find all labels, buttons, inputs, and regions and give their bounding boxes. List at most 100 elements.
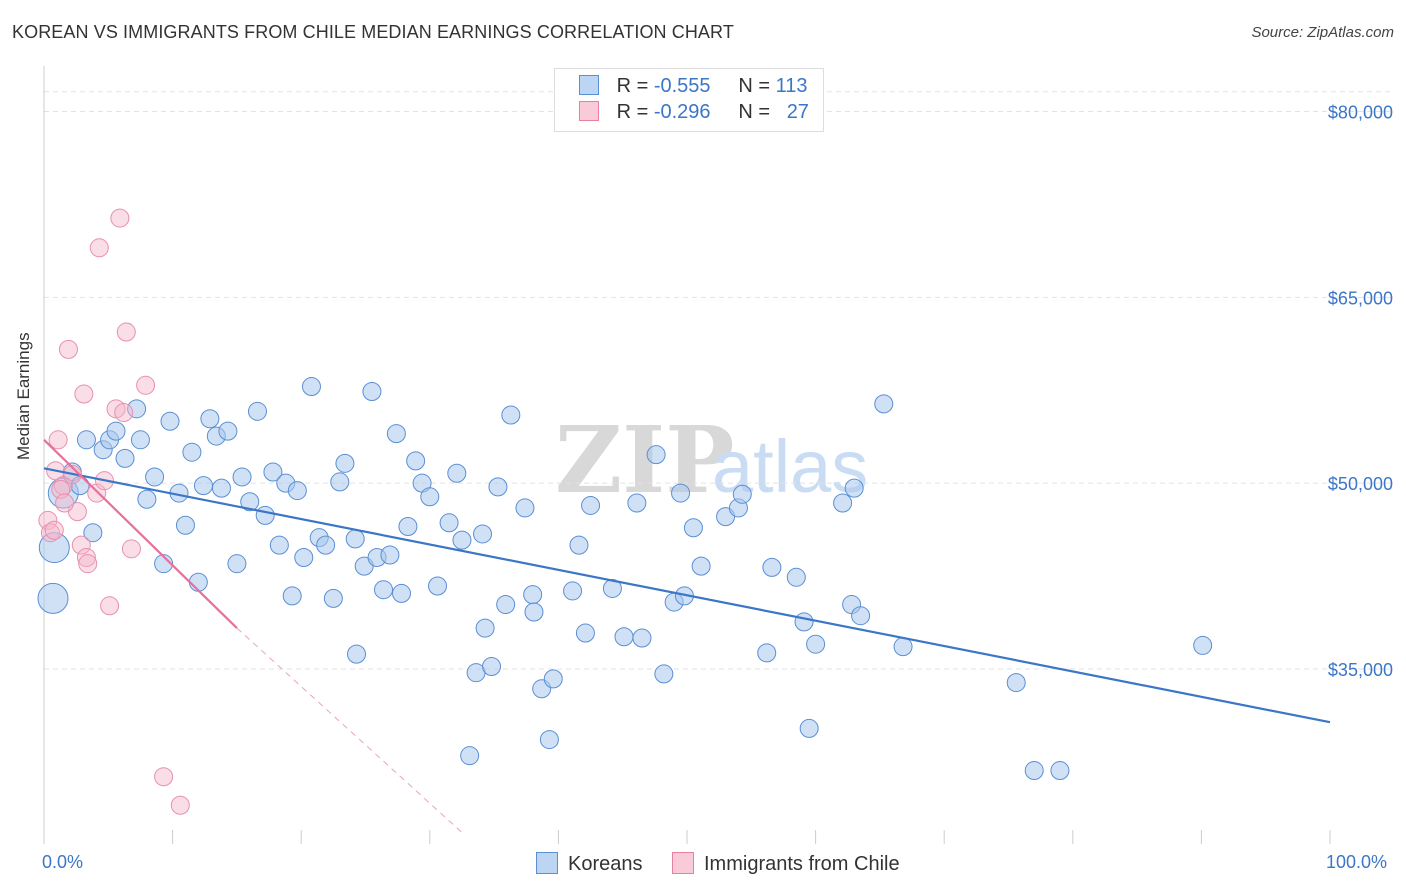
korean-point bbox=[232, 467, 252, 487]
korean-point bbox=[851, 606, 871, 626]
korean-point bbox=[323, 588, 343, 608]
chile-point bbox=[136, 375, 156, 395]
chile-point bbox=[44, 520, 64, 540]
korean-point bbox=[543, 669, 563, 689]
korean-point bbox=[794, 612, 814, 632]
bottom-legend-label-chile: Immigrants from Chile bbox=[704, 853, 900, 875]
legend-row-chile: R = -0.296 N = 27 bbox=[579, 101, 809, 127]
korean-point bbox=[439, 513, 459, 533]
korean-point bbox=[428, 576, 448, 596]
korean-point bbox=[581, 495, 601, 515]
korean-point bbox=[488, 477, 508, 497]
korean-point bbox=[496, 595, 516, 615]
chile-point bbox=[121, 539, 141, 559]
korean-point bbox=[452, 530, 472, 550]
chile-point bbox=[114, 403, 134, 423]
chile-point bbox=[58, 339, 78, 359]
korean-point bbox=[683, 518, 703, 538]
chile-point bbox=[170, 795, 190, 815]
korean-point bbox=[130, 430, 150, 450]
korean-point bbox=[269, 535, 289, 555]
legend-n-label: N = bbox=[738, 75, 771, 97]
legend-n-label: N = bbox=[738, 101, 771, 123]
y-tick-label: $35,000 bbox=[1328, 660, 1393, 680]
korean-point bbox=[137, 489, 157, 509]
korean-point bbox=[671, 483, 691, 503]
korean-point bbox=[188, 572, 208, 592]
legend-r-value: -0.296 bbox=[653, 101, 711, 123]
korean-point bbox=[762, 557, 782, 577]
korean-point bbox=[563, 581, 583, 601]
bottom-legend-swatch-chile bbox=[672, 852, 694, 874]
korean-point bbox=[473, 524, 493, 544]
legend-r-value: -0.555 bbox=[653, 75, 711, 97]
chile-trend-line bbox=[43, 439, 238, 629]
korean-point bbox=[374, 580, 394, 600]
korean-point bbox=[76, 430, 96, 450]
korean-point bbox=[175, 515, 195, 535]
korean-point bbox=[874, 394, 894, 414]
bottom-legend-chile: Immigrants from Chile bbox=[672, 852, 900, 876]
chile-point bbox=[71, 535, 91, 555]
legend-n-value: 27 bbox=[786, 101, 809, 123]
chile-point bbox=[110, 208, 130, 228]
korean-point bbox=[362, 381, 382, 401]
y-tick-label: $80,000 bbox=[1328, 103, 1393, 123]
source-credit: Source: ZipAtlas.com bbox=[1251, 24, 1394, 41]
chile-trend-line-extended bbox=[236, 627, 463, 833]
korean-point bbox=[227, 554, 247, 574]
chile-point bbox=[74, 384, 94, 404]
korean-point bbox=[569, 535, 589, 555]
korean-point bbox=[346, 644, 366, 664]
korean-point bbox=[420, 487, 440, 507]
chile-point bbox=[116, 322, 136, 342]
chile-point bbox=[55, 493, 75, 513]
korean-point bbox=[106, 421, 126, 441]
x-tick-label-max: 100.0% bbox=[1326, 852, 1388, 872]
korean-point bbox=[398, 517, 418, 537]
korean-point bbox=[627, 493, 647, 513]
korean-point bbox=[386, 424, 406, 444]
korean-point bbox=[732, 484, 752, 504]
stats-legend: R = -0.555 N = 113 R = -0.296 N = 27 bbox=[554, 68, 824, 132]
korean-point bbox=[282, 586, 302, 606]
chile-point bbox=[87, 483, 107, 503]
bottom-legend-koreans: Koreans bbox=[536, 852, 643, 876]
korean-point bbox=[632, 628, 652, 648]
korean-point bbox=[893, 637, 913, 657]
korean-point bbox=[1024, 761, 1044, 781]
korean-point bbox=[211, 478, 231, 498]
y-tick-label: $50,000 bbox=[1328, 474, 1393, 494]
chile-point bbox=[78, 554, 98, 574]
korean-point bbox=[539, 730, 559, 750]
korean-trend-line bbox=[43, 467, 1331, 724]
korean-point bbox=[475, 618, 495, 638]
chile-point bbox=[76, 547, 96, 567]
korean-point bbox=[200, 409, 220, 429]
korean-point bbox=[145, 467, 165, 487]
korean-point bbox=[345, 529, 365, 549]
korean-point bbox=[1193, 635, 1213, 655]
x-tick-label-min: 0.0% bbox=[42, 852, 84, 872]
korean-point bbox=[523, 585, 543, 605]
korean-point bbox=[844, 478, 864, 498]
korean-point bbox=[799, 718, 819, 738]
korean-point bbox=[575, 623, 595, 643]
korean-point bbox=[406, 451, 426, 471]
legend-n-value: 113 bbox=[775, 75, 808, 97]
chile-point bbox=[89, 238, 109, 258]
korean-point bbox=[691, 556, 711, 576]
korean-point bbox=[255, 505, 275, 525]
legend-r-label: R = bbox=[616, 101, 649, 123]
korean-point bbox=[240, 492, 260, 512]
chile-point bbox=[100, 596, 120, 616]
legend-row-koreans: R = -0.555 N = 113 bbox=[579, 75, 807, 101]
korean-point bbox=[182, 442, 202, 462]
korean-point bbox=[460, 746, 480, 766]
korean-point bbox=[501, 405, 521, 425]
korean-point bbox=[70, 476, 90, 496]
bottom-legend-swatch-koreans bbox=[536, 852, 558, 874]
chile-point bbox=[48, 430, 68, 450]
korean-point bbox=[37, 582, 69, 614]
